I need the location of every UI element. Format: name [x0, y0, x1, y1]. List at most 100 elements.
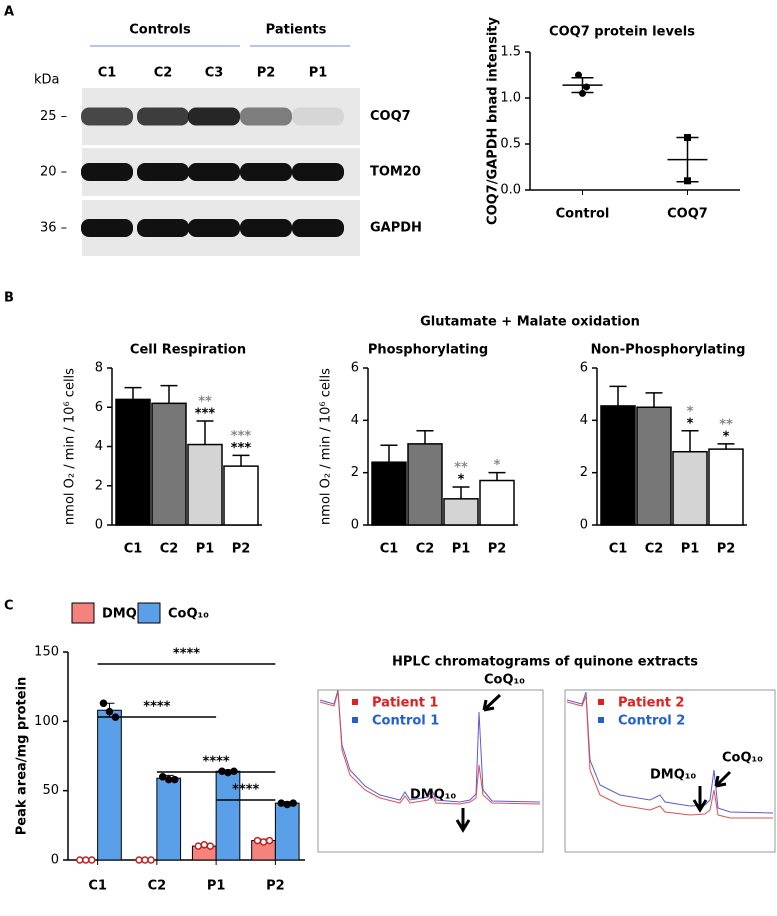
peak-label: DMQ₁₀: [410, 788, 456, 803]
significance: ****: [173, 647, 200, 662]
y-tick-label: 2: [580, 465, 588, 480]
bar: [371, 461, 407, 526]
x-tick-label: C1: [609, 542, 628, 557]
bar: [97, 709, 122, 861]
group-label: Controls: [129, 23, 191, 38]
y-tick-label: 0: [51, 853, 59, 868]
significance: ****: [143, 700, 170, 715]
data-point: [684, 177, 691, 185]
chart-title: Cell Respiration: [130, 343, 246, 358]
chromatogram: Patient 1 Control 1 CoQ₁₀ DMQ₁₀: [317, 673, 544, 853]
legend-swatch: [598, 699, 604, 705]
data-point: [147, 856, 155, 864]
x-tick-label: P1: [681, 542, 700, 557]
data-point: [158, 773, 167, 781]
y-tick-label: 6: [580, 361, 588, 376]
bar: [672, 450, 708, 526]
x-tick-label: COQ7: [667, 207, 708, 222]
data-point: [141, 856, 149, 864]
panel-letter: B: [4, 291, 14, 306]
y-tick-label: 6: [95, 400, 103, 415]
y-axis-label: nmol O₂ / min / 10⁶ cells: [63, 368, 78, 525]
error-bar: [160, 384, 178, 404]
chart-title: Phosphorylating: [368, 343, 488, 358]
bar: [115, 398, 151, 526]
lane-label: C3: [205, 66, 224, 81]
arrow: [455, 808, 471, 833]
marker-label: 25 –: [40, 109, 67, 124]
chromatogram-line: [566, 695, 773, 819]
data-point: [253, 836, 262, 845]
data-point: [99, 699, 108, 708]
arrow: [482, 693, 502, 712]
data-point: [76, 856, 84, 864]
y-tick-label: 0: [580, 518, 588, 533]
x-tick-label: C2: [148, 879, 167, 894]
blot-band: [292, 107, 344, 126]
peak-label: CoQ₁₀: [484, 673, 525, 688]
protein-label: TOM20: [370, 165, 421, 180]
x-tick-label: Control: [556, 207, 610, 222]
blot-band: [81, 219, 133, 237]
x-tick-label: P1: [196, 542, 215, 557]
marker-label: 36 –: [40, 221, 67, 236]
y-tick-label: 0: [351, 518, 359, 533]
x-tick-label: C2: [416, 542, 435, 557]
significance: ***: [231, 441, 252, 456]
y-tick-label: 2: [351, 465, 359, 480]
data-point: [277, 799, 285, 807]
peak-label: DMQ₁₀: [650, 768, 696, 783]
blot-band: [292, 219, 344, 237]
data-point: [684, 134, 691, 142]
x-tick-label: P2: [717, 542, 736, 557]
y-tick-label: 8: [95, 361, 103, 376]
x-tick-label: C2: [160, 542, 179, 557]
group-label: Patients: [266, 23, 327, 38]
data-point: [283, 800, 291, 809]
bar: [151, 402, 187, 526]
blot-band: [137, 219, 189, 237]
blot-band: [240, 107, 292, 126]
y-tick-label: 4: [95, 439, 103, 454]
lane-label: C1: [98, 66, 117, 81]
data-point: [206, 842, 215, 850]
y-axis-label: COQ7/GAPDH bnad intensity: [486, 17, 501, 225]
legend-swatch: [137, 602, 161, 624]
chromatogram: Patient 2 Control 2 CoQ₁₀ DMQ₁₀: [564, 689, 776, 853]
bar: [636, 406, 672, 526]
blot-band: [137, 163, 189, 181]
blot-band: [81, 107, 133, 126]
y-tick-label: 0.0: [500, 183, 521, 198]
bar: [443, 498, 479, 526]
y-tick-label: 2: [95, 478, 103, 493]
legend-label: DMQ₁₀: [102, 607, 148, 622]
y-axis-label: nmol O₂ / min / 10⁶ cells: [319, 368, 334, 525]
significance: **: [719, 417, 733, 432]
data-point: [289, 799, 297, 807]
x-tick-label: C2: [645, 542, 664, 557]
chart-title: COQ7 protein levels: [549, 25, 695, 40]
data-point: [88, 856, 96, 864]
data-point: [575, 71, 582, 79]
error-bar: [488, 471, 506, 481]
error-bar: [717, 443, 735, 450]
significance: *: [723, 429, 730, 444]
chromatogram-frame: [564, 689, 776, 853]
data-point: [82, 856, 90, 864]
protein-label: COQ7: [370, 109, 411, 124]
lane-label: P1: [309, 66, 328, 81]
significance: ***: [195, 406, 216, 421]
x-tick-label: P1: [452, 542, 471, 557]
x-tick-label: P2: [266, 879, 285, 894]
y-tick-label: 4: [351, 413, 359, 428]
chart-supertitle: Glutamate + Malate oxidation: [420, 315, 640, 330]
data-point: [265, 836, 274, 845]
y-tick-label: 0: [95, 518, 103, 533]
x-tick-label: C1: [380, 542, 399, 557]
legend-label: Control 2: [618, 714, 685, 729]
error-bar: [416, 430, 434, 444]
significance: **: [198, 394, 212, 409]
significance: **: [454, 461, 468, 476]
y-tick-label: 4: [580, 413, 588, 428]
data-point: [135, 856, 143, 864]
